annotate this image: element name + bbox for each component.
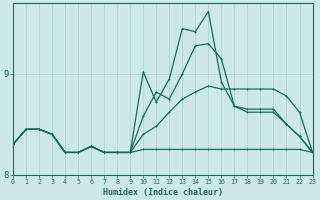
X-axis label: Humidex (Indice chaleur): Humidex (Indice chaleur): [103, 188, 223, 197]
